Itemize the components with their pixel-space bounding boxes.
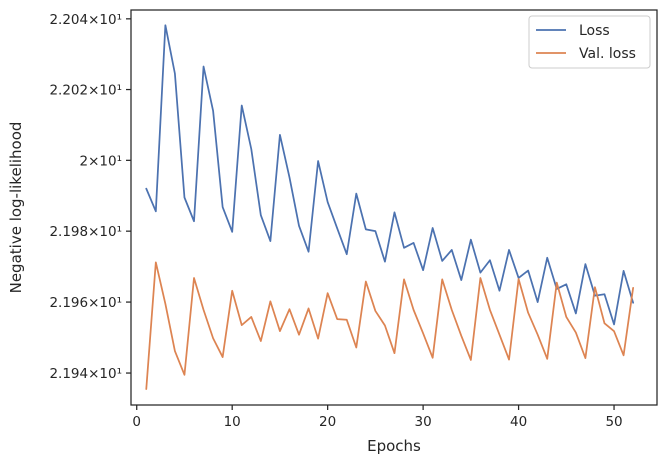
x-tick-label: 20: [319, 414, 336, 430]
series-layer: [145, 24, 635, 390]
y-axis-label: Negative log-likelihood: [7, 122, 25, 294]
y-tick-label: 2.204×10¹: [49, 12, 122, 28]
y-tick-label: 2.202×10¹: [49, 83, 122, 99]
y-tick-label: 2×10¹: [80, 153, 123, 169]
series-line-loss: [145, 24, 635, 326]
legend-label-val-loss: Val. loss: [579, 46, 636, 62]
y-tick-label: 2.194×10¹: [49, 366, 122, 382]
x-axis-label: Epochs: [367, 437, 421, 455]
legend-frame: [528, 15, 651, 69]
legend-label-loss: Loss: [579, 23, 610, 39]
plot-frame: [130, 9, 658, 406]
y-axis: 2.194×10¹ 2.196×10¹ 2.198×10¹ 2×10¹ 2.202×10…: [49, 12, 131, 382]
y-tick-label: 2.198×10¹: [49, 224, 122, 240]
x-tick-label: 0: [132, 414, 141, 430]
legend: Loss Val. loss: [528, 15, 651, 69]
x-axis: 0 10 20 30 40 50: [132, 405, 623, 430]
x-tick-label: 10: [224, 414, 241, 430]
series-line-val-loss: [145, 261, 635, 390]
x-tick-label: 30: [415, 414, 432, 430]
x-tick-label: 50: [605, 414, 622, 430]
y-tick-label: 2.196×10¹: [49, 295, 122, 311]
x-tick-label: 40: [510, 414, 527, 430]
